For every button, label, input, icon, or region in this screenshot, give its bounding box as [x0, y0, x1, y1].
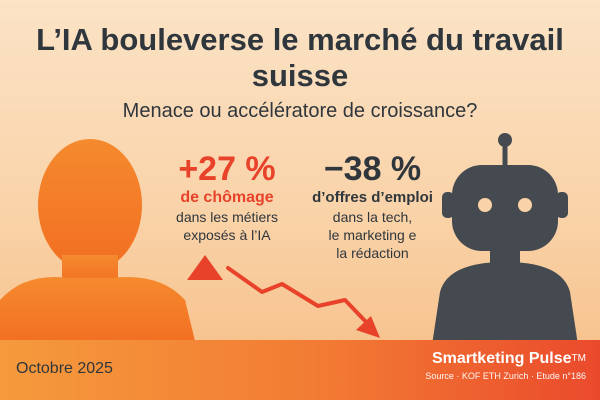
stat-description: le marketing e [328, 227, 417, 243]
source-line: Source · KOF ETH Zurich · Etude n°186 [425, 371, 586, 381]
stat-unemployment: +27 % de chômage dans les métiers exposé… [152, 150, 302, 244]
stat-description: dans les métiers [176, 209, 278, 225]
stat-value: −38 % [323, 150, 422, 188]
trend-down-arrow-icon [226, 266, 380, 338]
page-title-text: L’IA bouleverse le marché du travail sui… [36, 22, 564, 93]
stat-value: +27 % [178, 150, 276, 188]
stat-description: dans la tech, [332, 209, 413, 225]
brand-block: Smartketing PulseTM Source · KOF ETH Zur… [425, 349, 586, 383]
publication-date: Octobre 2025 [16, 360, 113, 377]
footer-bar [0, 340, 600, 400]
stat-description: la rédaction [336, 245, 409, 261]
page-subtitle: Menace ou accélératore de croissance? [122, 100, 478, 122]
stat-job-offers: −38 % d’offres d’emploi dans la tech, le… [300, 150, 445, 262]
brand-name-text: Smartketing Pulse [431, 350, 572, 367]
stat-label: d’offres d’emploi [312, 189, 433, 206]
trademark-mark: TM [571, 353, 586, 364]
brand-name: Smartketing PulseTM [425, 349, 586, 369]
triangle-up-icon [187, 255, 223, 280]
stat-description: exposés à l’IA [183, 227, 271, 243]
page-title: L’IA bouleverse le marché du travail sui… [20, 22, 580, 94]
stat-label: de chômage [180, 189, 274, 206]
